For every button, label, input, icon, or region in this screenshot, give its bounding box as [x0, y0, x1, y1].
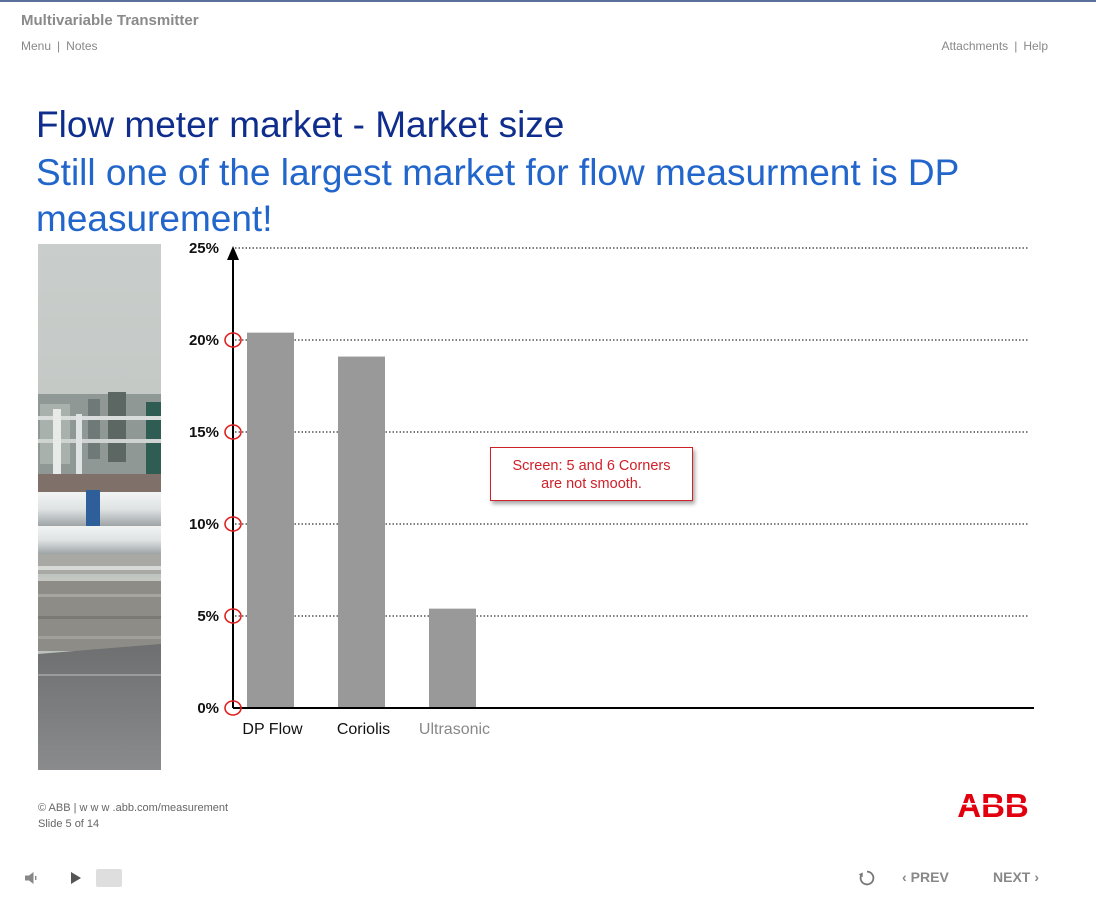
play-icon[interactable]	[70, 871, 82, 885]
y-tick-label: 10%	[189, 516, 219, 533]
help-link[interactable]: Help	[1023, 39, 1048, 53]
footer-copyright: © ABB | w w w .abb.com/measurement	[38, 802, 229, 814]
separator: |	[1014, 39, 1018, 53]
next-label: NEXT	[993, 869, 1031, 885]
annotation-line: are not smooth.	[541, 476, 642, 492]
tick-marker-circle	[224, 332, 242, 348]
review-annotation-note: Screen: 5 and 6 Corners are not smooth.	[490, 447, 693, 501]
industrial-plant-photo	[38, 244, 161, 770]
y-tick-label: 0%	[197, 700, 219, 717]
market-size-chart: 0% 5% 10% 15% 20% 25% DP Flow Coriolis Ultrasoni…	[189, 240, 1034, 738]
top-nav-left: Menu | Notes	[21, 39, 98, 53]
volume-icon[interactable]	[24, 871, 40, 885]
chevron-left-icon: ‹	[902, 869, 907, 885]
chevron-right-icon: ›	[1034, 869, 1040, 885]
attachments-link[interactable]: Attachments	[941, 39, 1009, 53]
y-tick-label: 15%	[189, 424, 219, 441]
course-title: Multivariable Transmitter	[21, 12, 199, 29]
annotation-line: Screen: 5 and 6 Corners	[512, 458, 671, 474]
prev-label: PREV	[910, 869, 949, 885]
tick-marker-circle	[224, 516, 242, 532]
x-category-label: Ultrasonic	[419, 721, 490, 738]
separator: |	[57, 39, 61, 53]
replay-icon[interactable]	[858, 869, 876, 887]
y-tick-label: 25%	[189, 240, 219, 257]
y-axis-arrow	[227, 246, 239, 260]
top-nav-right: Attachments | Help	[941, 39, 1048, 53]
x-category-label: DP Flow	[242, 721, 303, 738]
tick-marker-circle	[224, 424, 242, 440]
top-border	[0, 0, 1096, 2]
bar-dp-flow	[247, 332, 294, 708]
y-tick-label: 20%	[189, 332, 219, 349]
bar-ultrasonic	[429, 608, 476, 708]
tick-marker-circle	[224, 608, 242, 624]
x-category-label: Coriolis	[337, 721, 390, 738]
notes-link[interactable]: Notes	[66, 39, 98, 53]
tick-marker-circle	[224, 700, 242, 716]
abb-logo-text: ABB	[957, 790, 1029, 820]
slide-title: Flow meter market - Market size	[36, 104, 565, 145]
prev-button[interactable]: ‹ PREV	[902, 869, 953, 885]
next-button[interactable]: NEXT ›	[989, 869, 1039, 885]
slide-subtitle: Still one of the largest market for flow…	[36, 152, 959, 239]
bar-coriolis	[338, 356, 385, 708]
abb-logo: ABB	[956, 790, 1030, 820]
progress-bar[interactable]	[96, 869, 122, 887]
slide-counter: Slide 5 of 14	[38, 818, 100, 830]
y-tick-label: 5%	[197, 608, 219, 625]
menu-link[interactable]: Menu	[21, 39, 52, 53]
